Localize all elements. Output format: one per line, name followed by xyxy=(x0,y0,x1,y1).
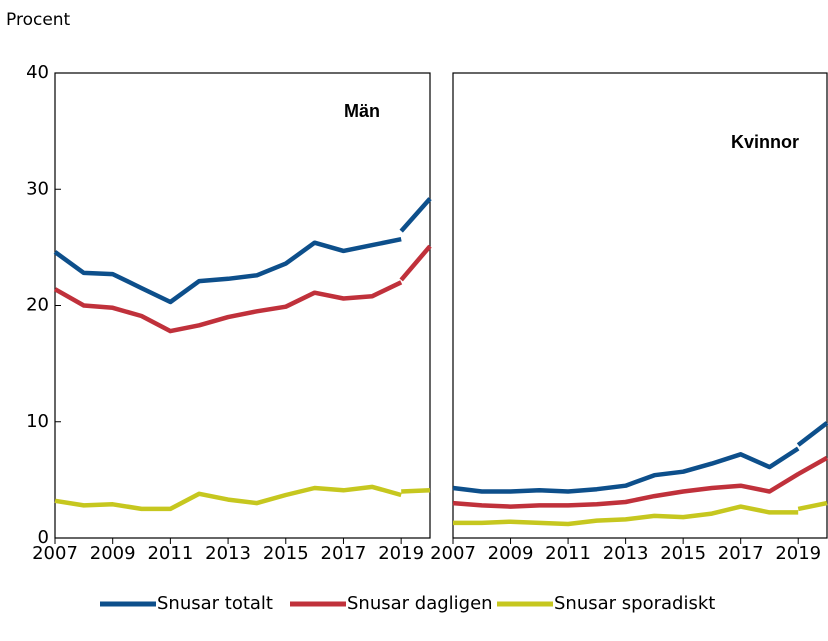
x-tick-label: 2019 xyxy=(775,543,821,564)
panel-title: Kvinnor xyxy=(731,132,799,152)
x-tick-label: 2013 xyxy=(603,543,649,564)
x-tick-label: 2009 xyxy=(488,543,534,564)
y-axis-label: Procent xyxy=(6,10,71,30)
series-line xyxy=(452,421,828,494)
series-line xyxy=(54,484,431,512)
x-tick-label: 2013 xyxy=(205,543,251,564)
x-tick-label: 2019 xyxy=(378,543,424,564)
y-tick-label: 0 xyxy=(38,527,49,548)
x-tick-label: 2015 xyxy=(660,543,706,564)
legend-label: Snusar totalt xyxy=(157,593,273,614)
legend-label: Snusar dagligen xyxy=(347,593,493,614)
y-tick-label: 10 xyxy=(26,411,49,432)
x-tick-label: 2017 xyxy=(321,543,367,564)
x-tick-label: 2007 xyxy=(430,543,476,564)
y-tick-label: 30 xyxy=(26,178,49,199)
legend-label: Snusar sporadiskt xyxy=(554,593,715,614)
series-line xyxy=(453,500,828,527)
x-tick-label: 2007 xyxy=(32,543,78,564)
y-tick-label: 20 xyxy=(26,295,49,316)
x-tick-label: 2017 xyxy=(718,543,764,564)
x-tick-label: 2011 xyxy=(545,543,591,564)
series-line xyxy=(452,455,828,509)
series-line xyxy=(53,244,432,334)
panel-title: Män xyxy=(344,101,380,121)
plot-frame xyxy=(452,72,828,539)
x-tick-label: 2009 xyxy=(90,543,136,564)
y-tick-label: 40 xyxy=(26,62,49,83)
series-line xyxy=(53,197,432,305)
x-tick-label: 2015 xyxy=(263,543,309,564)
x-tick-label: 2011 xyxy=(147,543,193,564)
